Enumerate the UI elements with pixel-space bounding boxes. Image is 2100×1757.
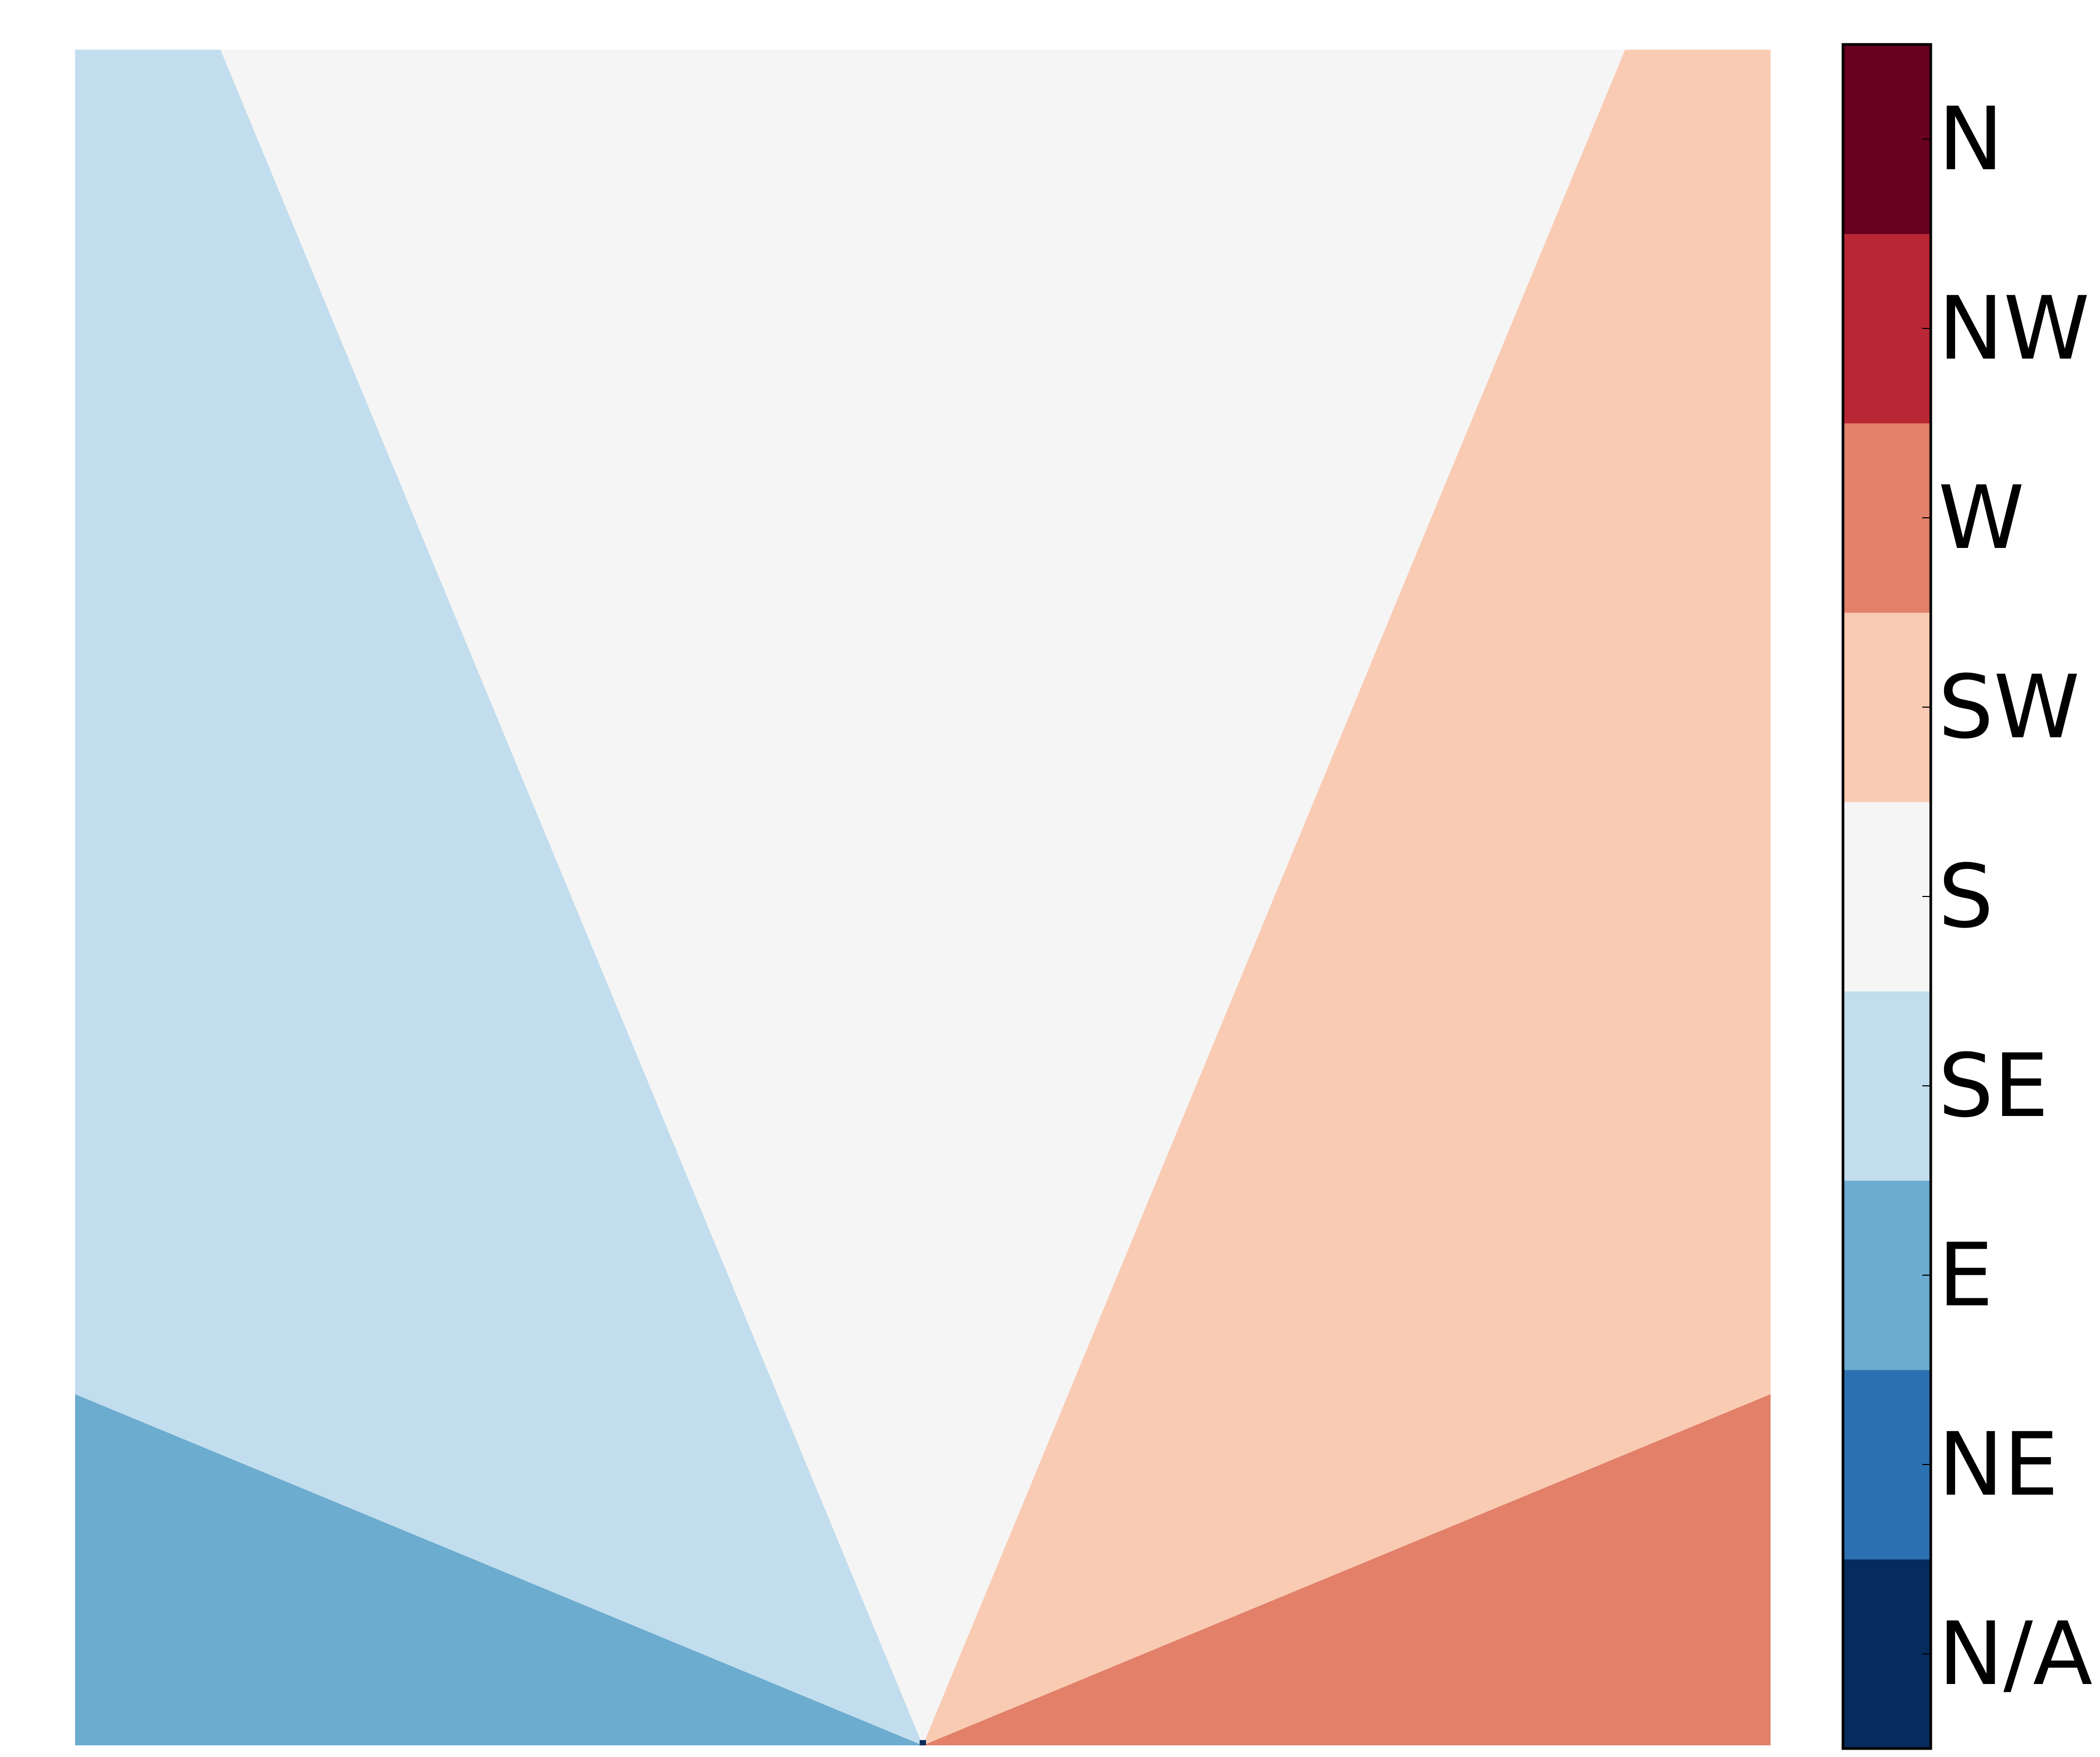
colorbar-swatch-s	[1843, 802, 1931, 992]
colorbar-swatch-se	[1843, 991, 1931, 1181]
region-se	[75, 50, 923, 1745]
colorbar-labels: N/A NE E SE S SW W NW N	[1938, 88, 2093, 1705]
colorbar-label: SE	[1938, 1035, 2049, 1137]
colorbar-swatch-e	[1843, 1181, 1931, 1370]
colorbar-ticks	[1922, 139, 1931, 1654]
colorbar-swatch-w	[1843, 423, 1931, 613]
colorbar-swatch-nw	[1843, 234, 1931, 424]
colorbar-swatch-ne	[1843, 1370, 1931, 1560]
colorbar-label: W	[1938, 467, 2024, 569]
colorbar-label: S	[1938, 846, 1994, 947]
colorbar-swatch-sw	[1843, 612, 1931, 802]
colorbar-label: NE	[1938, 1414, 2059, 1515]
colorbar-swatch-n	[1843, 44, 1931, 234]
colorbar-swatches	[1843, 44, 1931, 1749]
colorbar-label: N/A	[1938, 1603, 2093, 1705]
colorbar-label: N	[1938, 88, 2003, 190]
origin-marker	[920, 1740, 926, 1745]
region-sw	[923, 50, 1771, 1745]
colorbar-label: NW	[1938, 278, 2090, 379]
colorbar-swatch-na	[1843, 1559, 1931, 1749]
colorbar-label: SW	[1938, 656, 2080, 758]
colorbar: N/A NE E SE S SW W NW N	[1841, 43, 2093, 1750]
region-w	[923, 1394, 1771, 1745]
colorbar-label: E	[1938, 1224, 1993, 1326]
